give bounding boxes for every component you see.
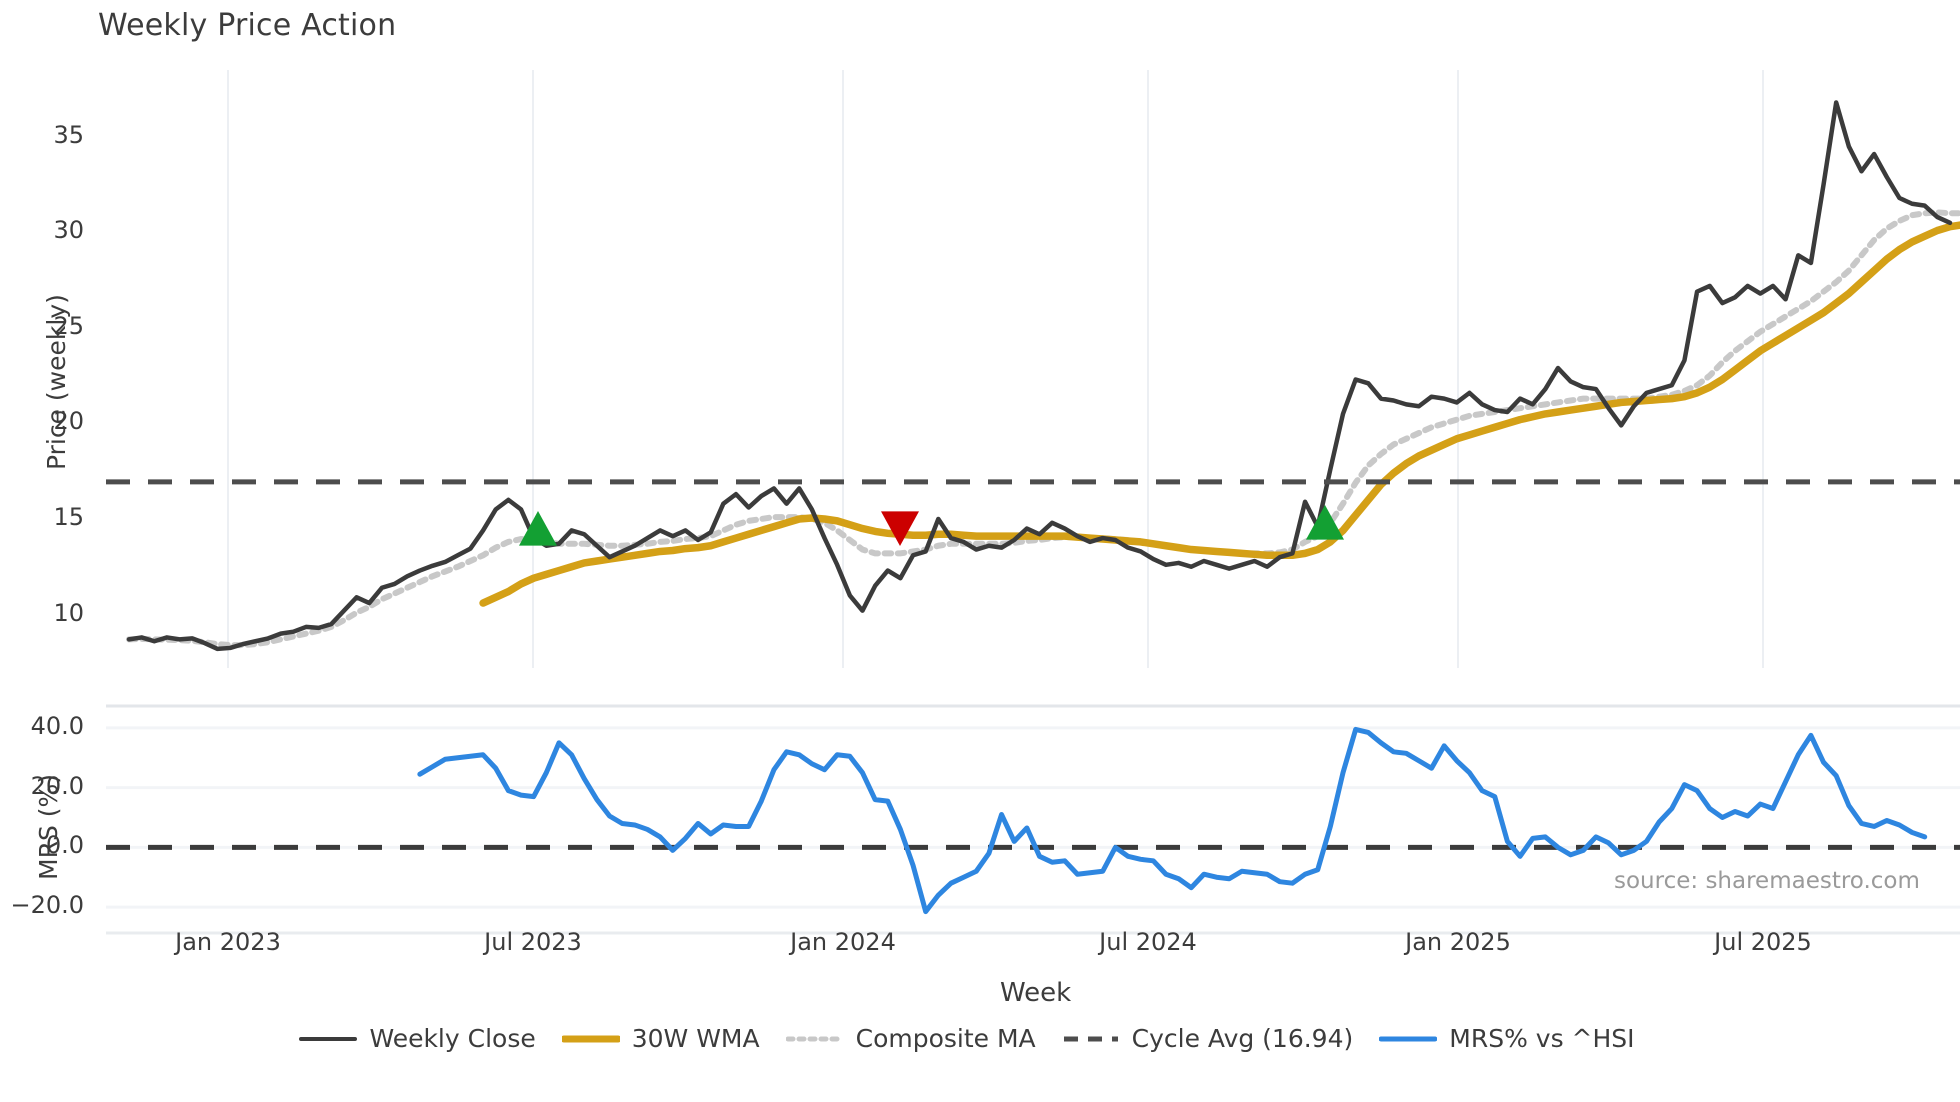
x-tick-5: Jul 2025 [1714, 928, 1812, 956]
legend-label: Weekly Close [369, 1024, 536, 1053]
x-tick-3: Jul 2024 [1099, 928, 1197, 956]
x-tick-2: Jan 2024 [790, 928, 896, 956]
legend-item-30w-wma[interactable]: 30W WMA [561, 1024, 760, 1053]
series-weekly-close [126, 100, 1953, 652]
buy-marker-1[interactable] [519, 511, 557, 546]
mrs-y-tick-2: 0.0 [45, 831, 84, 860]
legend-item-cycle-avg-16-94[interactable]: Cycle Avg (16.94) [1062, 1024, 1354, 1053]
trade-markers [519, 505, 1344, 546]
mrs-y-tick-1: 20.0 [30, 771, 84, 800]
legend-swatch-icon [561, 1028, 620, 1050]
series-30w-wma [479, 221, 1960, 607]
mrs-y-tick-3: −20.0 [10, 891, 84, 920]
mrs-series-line [417, 726, 1928, 915]
price-y-tick-3: 25 [53, 311, 84, 340]
chart-legend: Weekly Close 30W WMA Composite MA Cycle Avg… [0, 1024, 1960, 1053]
legend-item-mrs-vs-hsi[interactable]: MRS% vs ^HSI [1379, 1024, 1635, 1053]
mrs-gridlines [106, 704, 1960, 935]
x-tick-0: Jan 2023 [175, 928, 281, 956]
buy-marker-2[interactable] [1306, 505, 1344, 540]
price-y-tick-1: 15 [53, 502, 84, 531]
x-axis-label: Week [1000, 978, 1072, 1008]
legend-swatch-icon [299, 1028, 358, 1050]
legend-swatch-icon [785, 1028, 844, 1050]
legend-label: MRS% vs ^HSI [1449, 1024, 1635, 1053]
legend-item-composite-ma[interactable]: Composite MA [785, 1024, 1036, 1053]
legend-label: 30W WMA [631, 1024, 760, 1053]
source-watermark: source: sharemaestro.com [1614, 868, 1920, 894]
price-y-tick-0: 10 [53, 598, 84, 627]
legend-item-weekly-close[interactable]: Weekly Close [299, 1024, 536, 1053]
legend-swatch-icon [1062, 1028, 1120, 1050]
x-tick-4: Jan 2025 [1405, 928, 1511, 956]
mrs-y-tick-0: 40.0 [30, 711, 84, 740]
legend-label: Composite MA [855, 1024, 1036, 1053]
sell-marker-1[interactable] [881, 511, 919, 546]
legend-swatch-icon [1379, 1028, 1438, 1050]
chart-title: Weekly Price Action [98, 8, 397, 43]
price-y-tick-4: 30 [53, 216, 84, 245]
x-tick-1: Jul 2023 [484, 928, 582, 956]
price-series-lines [126, 100, 1960, 652]
legend-label: Cycle Avg (16.94) [1131, 1024, 1354, 1053]
series-mrs-pct-vs-hsi [417, 726, 1928, 915]
price-gridlines [227, 70, 1764, 668]
price-y-tick-5: 35 [53, 120, 84, 149]
price-y-tick-2: 20 [53, 407, 84, 436]
